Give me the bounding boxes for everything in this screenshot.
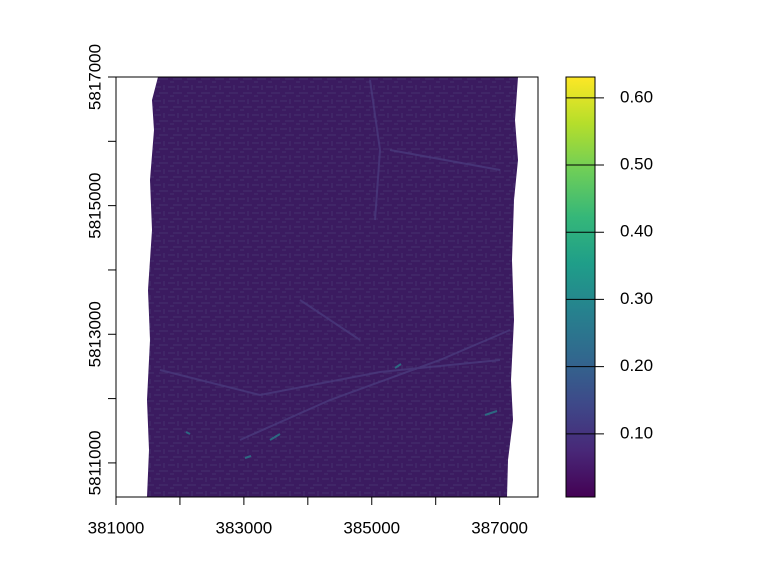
colorbar-tick-label: 0.20: [620, 356, 653, 375]
x-tick-label: 387000: [471, 518, 528, 537]
colorbar-tick-label: 0.50: [620, 155, 653, 174]
colorbar-tick-label: 0.10: [620, 423, 653, 442]
colorbar-tick-label: 0.60: [620, 87, 653, 106]
x-tick-label: 381000: [88, 518, 145, 537]
y-tick-label: 5815000: [85, 173, 104, 239]
colorbar-tick-label: 0.30: [620, 289, 653, 308]
y-tick-label: 5817000: [85, 44, 104, 110]
raster-detail: [159, 79, 511, 441]
x-tick-label: 385000: [343, 518, 400, 537]
plot-frame: [115, 76, 539, 498]
raster-image: [147, 77, 518, 497]
y-tick-label: 5811000: [85, 430, 104, 495]
x-tick-label: 383000: [216, 518, 273, 537]
y-tick-label: 5813000: [85, 301, 104, 367]
colorbar: [565, 76, 596, 498]
raster-highlight: [185, 363, 498, 459]
colorbar-tick-label: 0.40: [620, 222, 653, 241]
